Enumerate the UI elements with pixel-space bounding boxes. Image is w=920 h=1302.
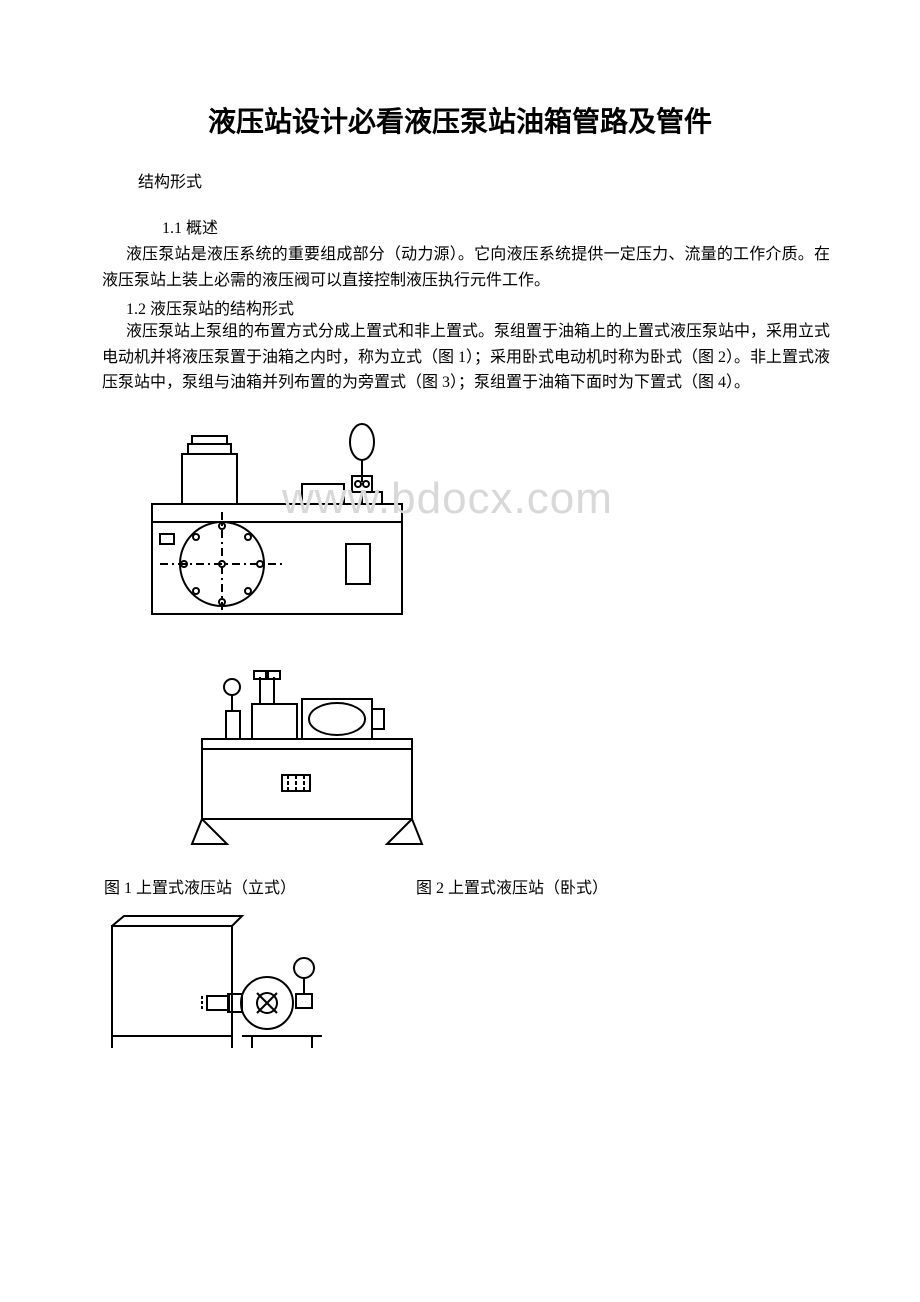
caption-1: 图 1 上置式液压站（立式） [104, 874, 296, 898]
watermark-text: www.bdocx.com [282, 474, 613, 524]
subsection-1-2: 1.2 液压泵站的结构形式 [126, 295, 830, 319]
paragraph-1: 液压泵站是液压系统的重要组成部分（动力源）。它向液压系统提供一定压力、流量的工作… [102, 242, 830, 293]
figure-captions: 图 1 上置式液压站（立式） 图 2 上置式液压站（卧式） [104, 874, 830, 898]
subsection-1-1: 1.1 概述 [162, 214, 830, 238]
figure-3 [102, 908, 830, 1063]
caption-2: 图 2 上置式液压站（卧式） [416, 874, 608, 898]
paragraph-2: 液压泵站上泵组的布置方式分成上置式和非上置式。泵组置于油箱上的上置式液压泵站中，… [102, 319, 830, 396]
figure-1: www.bdocx.com [102, 414, 830, 639]
section-heading: 结构形式 [138, 168, 830, 192]
figure-2 [182, 649, 830, 854]
figures-block: www.bdocx.com [102, 414, 830, 1063]
page-title: 液压站设计必看液压泵站油箱管路及管件 [90, 100, 830, 140]
